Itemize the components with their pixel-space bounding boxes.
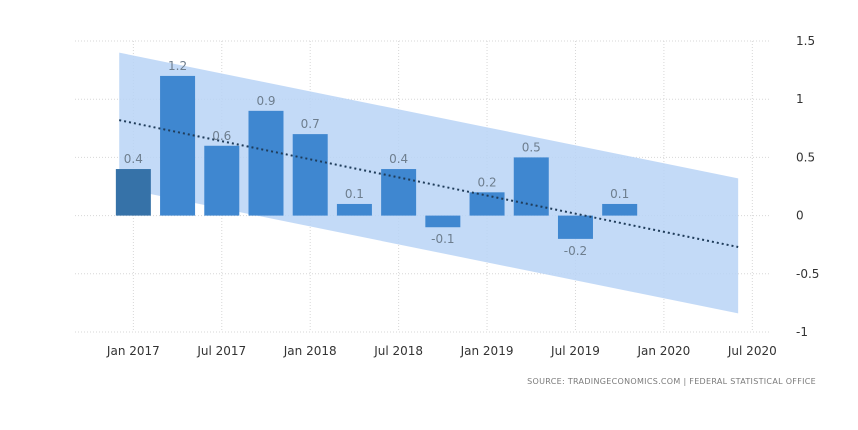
x-tick-label: Jul 2017 — [196, 344, 246, 358]
bar — [292, 134, 328, 216]
x-tick-label: Jul 2018 — [373, 344, 423, 358]
bar — [469, 192, 505, 216]
bars — [115, 75, 638, 239]
y-tick-label: 1.5 — [796, 34, 815, 48]
x-tick-label: Jan 2019 — [460, 344, 514, 358]
axes: 1.5 1 0.5 0 -0.5 -1 Jan 2017 Jul 2017 Jan 2018 Ju… — [106, 34, 819, 358]
data-label: 0.2 — [478, 175, 497, 189]
x-tick-label: Jul 2020 — [727, 344, 777, 358]
x-tick-label: Jan 2020 — [636, 344, 690, 358]
data-label: -0.1 — [431, 232, 454, 246]
data-label: 0.6 — [212, 129, 231, 143]
bar — [204, 145, 240, 216]
bar — [160, 75, 196, 216]
bar — [557, 215, 593, 239]
data-label: 1.2 — [168, 59, 187, 73]
data-label: -0.2 — [564, 244, 587, 258]
data-label: 0.1 — [610, 187, 629, 201]
data-label: 0.5 — [522, 140, 541, 154]
bar — [425, 215, 461, 228]
bar — [115, 169, 151, 216]
trend-layer — [119, 119, 739, 249]
data-label: 0.7 — [301, 117, 320, 131]
x-tick-label: Jul 2019 — [550, 344, 600, 358]
data-label: 0.4 — [389, 152, 408, 166]
bar — [248, 110, 284, 216]
data-label: 0.1 — [345, 187, 364, 201]
x-tick-label: Jan 2017 — [106, 344, 160, 358]
y-tick-label: 0 — [796, 209, 804, 223]
data-labels: 0.4 1.2 0.6 0.9 0.7 0.1 0.4 -0.1 0.2 0.5 -0.2 0.1 — [124, 59, 629, 258]
x-tick-label: Jan 2018 — [283, 344, 337, 358]
y-tick-label: -1 — [796, 325, 808, 339]
data-label: 0.9 — [256, 94, 275, 108]
bar — [513, 157, 549, 216]
bar — [336, 203, 372, 216]
y-tick-label: 0.5 — [796, 150, 815, 164]
trend-line — [119, 119, 739, 249]
y-tick-label: -0.5 — [796, 267, 819, 281]
source-note: SOURCE: TRADINGECONOMICS.COM | FEDERAL S… — [527, 377, 816, 386]
bar — [381, 169, 417, 216]
data-label: 0.4 — [124, 152, 143, 166]
y-tick-label: 1 — [796, 92, 804, 106]
bar — [602, 203, 638, 216]
